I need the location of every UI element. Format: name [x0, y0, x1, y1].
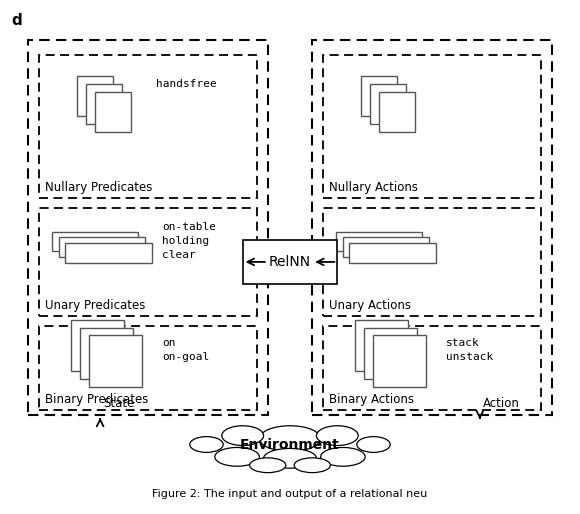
Text: Action: Action: [483, 397, 520, 410]
Text: RelNN: RelNN: [269, 255, 311, 269]
Bar: [86, 84, 122, 124]
Bar: [28, 40, 268, 415]
Ellipse shape: [263, 448, 317, 468]
Bar: [324, 326, 541, 410]
Text: d: d: [12, 13, 23, 28]
Bar: [52, 231, 138, 251]
Text: Binary Predicates: Binary Predicates: [45, 393, 148, 406]
Bar: [59, 237, 145, 257]
Text: Unary Actions: Unary Actions: [329, 299, 411, 313]
Bar: [324, 54, 541, 198]
Bar: [39, 54, 256, 198]
Ellipse shape: [215, 448, 259, 466]
Bar: [364, 327, 417, 379]
Bar: [349, 244, 436, 263]
Bar: [312, 40, 552, 415]
Text: Unary Predicates: Unary Predicates: [45, 299, 146, 313]
Text: Binary Actions: Binary Actions: [329, 393, 414, 406]
Ellipse shape: [259, 426, 321, 451]
Ellipse shape: [321, 448, 365, 466]
Ellipse shape: [294, 458, 331, 473]
Bar: [343, 237, 429, 257]
Ellipse shape: [222, 426, 263, 446]
Bar: [379, 92, 415, 132]
Ellipse shape: [249, 458, 286, 473]
Bar: [39, 326, 256, 410]
Bar: [324, 208, 541, 316]
Bar: [77, 77, 113, 116]
Bar: [370, 84, 406, 124]
Ellipse shape: [317, 426, 358, 446]
Bar: [374, 336, 426, 387]
Bar: [242, 240, 338, 284]
Ellipse shape: [190, 436, 223, 452]
Text: on-table
holding
clear: on-table holding clear: [162, 223, 216, 261]
Bar: [356, 320, 408, 372]
Bar: [66, 244, 151, 263]
Bar: [81, 327, 133, 379]
Text: Environment: Environment: [240, 437, 340, 451]
Bar: [71, 320, 124, 372]
Text: Figure 2: The input and output of a relational neu: Figure 2: The input and output of a rela…: [153, 489, 427, 499]
Bar: [336, 231, 422, 251]
Text: on
on-goal: on on-goal: [162, 338, 209, 362]
Text: stack
unstack: stack unstack: [446, 338, 493, 362]
Bar: [361, 77, 397, 116]
Text: handsfree: handsfree: [157, 79, 217, 89]
Ellipse shape: [357, 436, 390, 452]
Text: Nullary Predicates: Nullary Predicates: [45, 181, 153, 194]
Bar: [89, 336, 142, 387]
Text: State: State: [103, 397, 135, 410]
Text: Nullary Actions: Nullary Actions: [329, 181, 418, 194]
Bar: [39, 208, 256, 316]
Bar: [95, 92, 131, 132]
